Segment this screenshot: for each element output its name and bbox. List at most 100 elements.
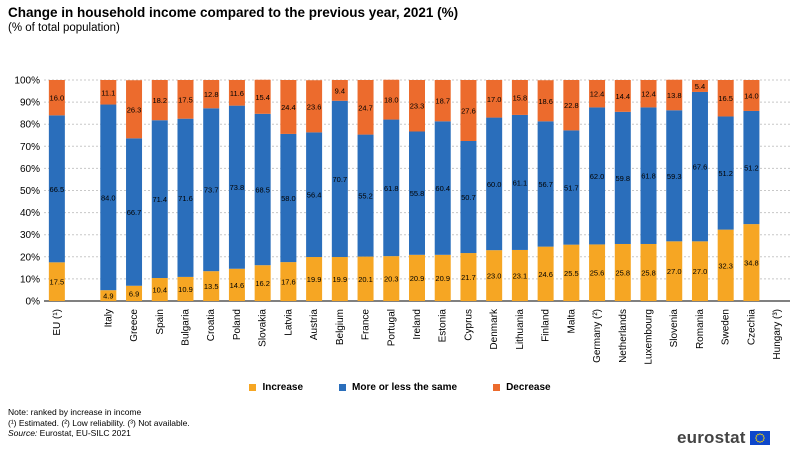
data-label: 51.7 xyxy=(564,184,579,193)
x-tick-label: Hungary (³) xyxy=(772,309,783,360)
data-label: 14.4 xyxy=(615,92,630,101)
bar-segment xyxy=(331,100,348,258)
x-tick-label: EU (¹) xyxy=(52,309,63,336)
data-label: 23.3 xyxy=(410,102,425,111)
bar-segment xyxy=(306,80,323,133)
data-label: 4.9 xyxy=(103,292,113,301)
bar-segment xyxy=(228,268,245,301)
bar-segment xyxy=(614,111,631,244)
data-label: 17.5 xyxy=(50,278,65,287)
data-label: 16.0 xyxy=(50,94,65,103)
data-label: 67.6 xyxy=(693,163,708,172)
bar-segment xyxy=(126,80,143,139)
data-label: 11.6 xyxy=(230,89,244,98)
x-tick-label: Germany (²) xyxy=(592,309,603,363)
y-tick-label: 70% xyxy=(20,142,40,153)
data-label: 23.6 xyxy=(307,102,322,111)
bar-segment xyxy=(48,80,65,116)
data-label: 13.5 xyxy=(204,282,219,291)
data-label: 19.9 xyxy=(333,275,348,284)
source-text: Eurostat, EU-SILC 2021 xyxy=(37,428,131,438)
data-label: 17.5 xyxy=(178,95,193,104)
data-label: 71.4 xyxy=(152,195,167,204)
y-tick-label: 50% xyxy=(20,186,40,197)
bar-segment xyxy=(357,134,374,257)
data-label: 19.9 xyxy=(307,275,322,284)
x-tick-label: Italy xyxy=(103,309,114,327)
footnotes: Note: ranked by increase in income (¹) E… xyxy=(8,407,190,439)
bar-segment xyxy=(254,265,271,301)
data-label: 84.0 xyxy=(101,193,116,202)
data-label: 51.2 xyxy=(744,164,759,173)
data-label: 68.5 xyxy=(255,186,270,195)
x-tick-label: Netherlands xyxy=(618,309,629,363)
legend-swatch-increase xyxy=(249,384,257,391)
data-label: 61.1 xyxy=(513,178,528,187)
x-tick-label: Portugal xyxy=(386,309,397,346)
legend-swatch-decrease xyxy=(493,384,501,391)
bar-segment xyxy=(280,133,297,263)
y-tick-label: 30% xyxy=(20,230,40,241)
data-label: 18.6 xyxy=(538,97,553,106)
bar-segment xyxy=(409,131,425,255)
bar-segment xyxy=(100,80,117,105)
bar-segment xyxy=(151,278,168,301)
bar-segment xyxy=(511,80,528,115)
data-label: 20.9 xyxy=(410,274,425,283)
bar-segment xyxy=(460,253,477,301)
bar-segment xyxy=(151,80,168,121)
bar-segment xyxy=(563,244,580,301)
x-tick-label: Slovakia xyxy=(258,309,269,347)
data-label: 5.4 xyxy=(695,82,705,91)
bar-segment xyxy=(409,254,425,301)
bar-segment xyxy=(357,256,374,301)
legend-item-same: More or less the same xyxy=(339,382,457,393)
data-label: 18.0 xyxy=(384,96,399,105)
data-label: 25.5 xyxy=(564,269,579,278)
bar-segment xyxy=(666,241,683,301)
x-tick-label: Lithuania xyxy=(515,309,526,350)
data-label: 13.8 xyxy=(667,91,682,100)
data-label: 70.7 xyxy=(333,175,348,184)
bar-segment xyxy=(383,119,400,257)
note-flags: (¹) Estimated. (²) Low reliability. (³) … xyxy=(8,417,190,428)
data-label: 14.6 xyxy=(230,281,245,290)
data-label: 6.9 xyxy=(129,289,139,298)
data-label: 10.4 xyxy=(152,286,167,295)
bar-segment xyxy=(254,113,271,266)
bar-segment xyxy=(100,290,117,301)
bar-segment xyxy=(126,285,143,301)
data-label: 60.0 xyxy=(487,180,502,189)
bar-segment xyxy=(486,250,503,301)
data-label: 32.3 xyxy=(718,261,733,270)
data-label: 20.3 xyxy=(384,275,399,284)
bar-segment xyxy=(460,140,477,254)
data-label: 55.2 xyxy=(358,192,373,201)
chart-title: Change in household income compared to t… xyxy=(8,5,459,20)
bar-segment xyxy=(486,80,503,118)
bar-segment xyxy=(666,110,683,242)
bar-segment xyxy=(306,132,323,258)
bar-segment xyxy=(743,224,760,301)
data-label: 20.9 xyxy=(435,274,450,283)
data-label: 24.6 xyxy=(538,270,553,279)
data-label: 22.8 xyxy=(564,101,579,110)
data-label: 20.1 xyxy=(358,275,373,284)
legend-item-increase: Increase xyxy=(249,382,303,393)
x-tick-label: Denmark xyxy=(489,308,500,350)
note-source: Source: Eurostat, EU-SILC 2021 xyxy=(8,428,190,439)
data-label: 56.4 xyxy=(307,191,322,200)
data-label: 26.3 xyxy=(127,105,142,114)
data-label: 18.2 xyxy=(152,96,167,105)
data-label: 18.7 xyxy=(435,97,450,106)
bar-segment xyxy=(48,262,65,301)
data-label: 12.4 xyxy=(641,90,656,99)
data-label: 12.4 xyxy=(590,90,605,99)
y-tick-label: 0% xyxy=(26,297,41,308)
x-tick-label: Bulgaria xyxy=(180,309,191,346)
data-label: 55.8 xyxy=(410,189,425,198)
x-tick-label: Estonia xyxy=(438,309,449,343)
bar-segment xyxy=(434,254,451,301)
source-label: Source: xyxy=(8,428,38,438)
data-label: 15.8 xyxy=(513,93,528,102)
